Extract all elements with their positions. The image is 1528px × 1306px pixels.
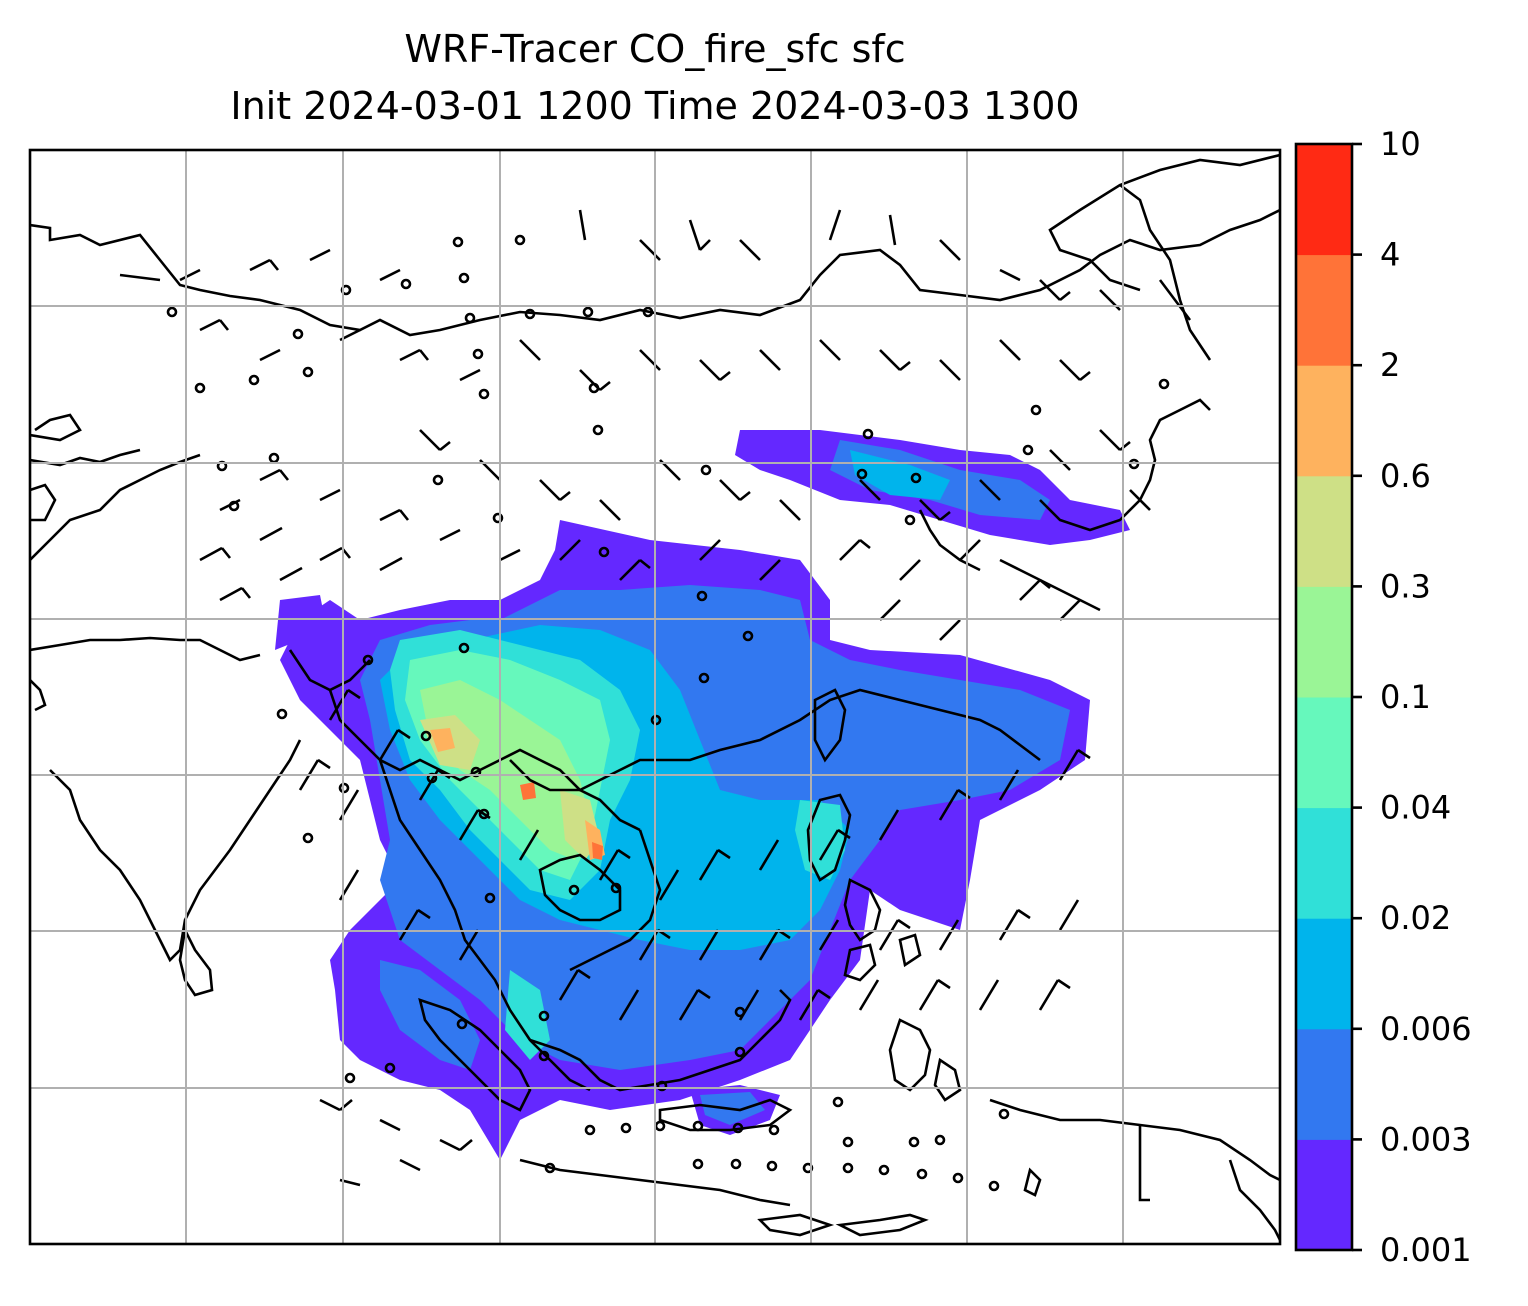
colorbar-band-6 <box>1296 475 1352 587</box>
colorbar-tick-label: 0.3 <box>1380 567 1431 605</box>
map-title: WRF-Tracer CO_fire_sfc sfc <box>404 27 906 71</box>
colorbar-tick-label: 10 <box>1380 130 1421 163</box>
colorbar-tick-label: 0.02 <box>1380 899 1451 937</box>
colorbar-band-5 <box>1296 586 1352 698</box>
map-gridlines <box>30 150 1280 1244</box>
colorbar-tick-label: 2 <box>1380 346 1400 384</box>
colorbar-band-4 <box>1296 697 1352 809</box>
colorbar-bands <box>1296 144 1352 1251</box>
colorbar-tick-label: 0.1 <box>1380 678 1431 716</box>
colorbar-tick-label: 0.006 <box>1380 1010 1472 1048</box>
colorbar-band-8 <box>1296 254 1352 366</box>
colorbar-band-3 <box>1296 807 1352 919</box>
colorbar-tick-label: 0.6 <box>1380 457 1431 495</box>
map-panel <box>28 148 1282 1246</box>
calm-wind-markers <box>166 234 1170 1192</box>
coastlines <box>30 153 1280 1241</box>
colorbar-band-2 <box>1296 918 1352 1030</box>
colorbar-band-1 <box>1296 1028 1352 1140</box>
colorbar-tick-label: 0.001 <box>1380 1231 1472 1269</box>
concentration-band-2 <box>520 782 536 800</box>
map-subtitle: Init 2024-03-01 1200 Time 2024-03-03 130… <box>230 84 1080 128</box>
colorbar-band-7 <box>1296 365 1352 477</box>
colorbar-tick-label: 4 <box>1380 236 1400 274</box>
colorbar-tick-label: 0.04 <box>1380 789 1451 827</box>
colorbar-band-0 <box>1296 1139 1352 1251</box>
wind-barbs <box>119 209 1192 1187</box>
colorbar-ticks: 0.001 0.003 0.006 0.02 0.04 0.1 0.3 0.6 2 4 10 <box>1352 130 1472 1269</box>
concentration-band-06 <box>430 728 455 752</box>
colorbar-band-9 <box>1296 144 1352 256</box>
map-frame <box>28 148 1282 1246</box>
colorbar-tick-label: 0.003 <box>1380 1120 1472 1158</box>
